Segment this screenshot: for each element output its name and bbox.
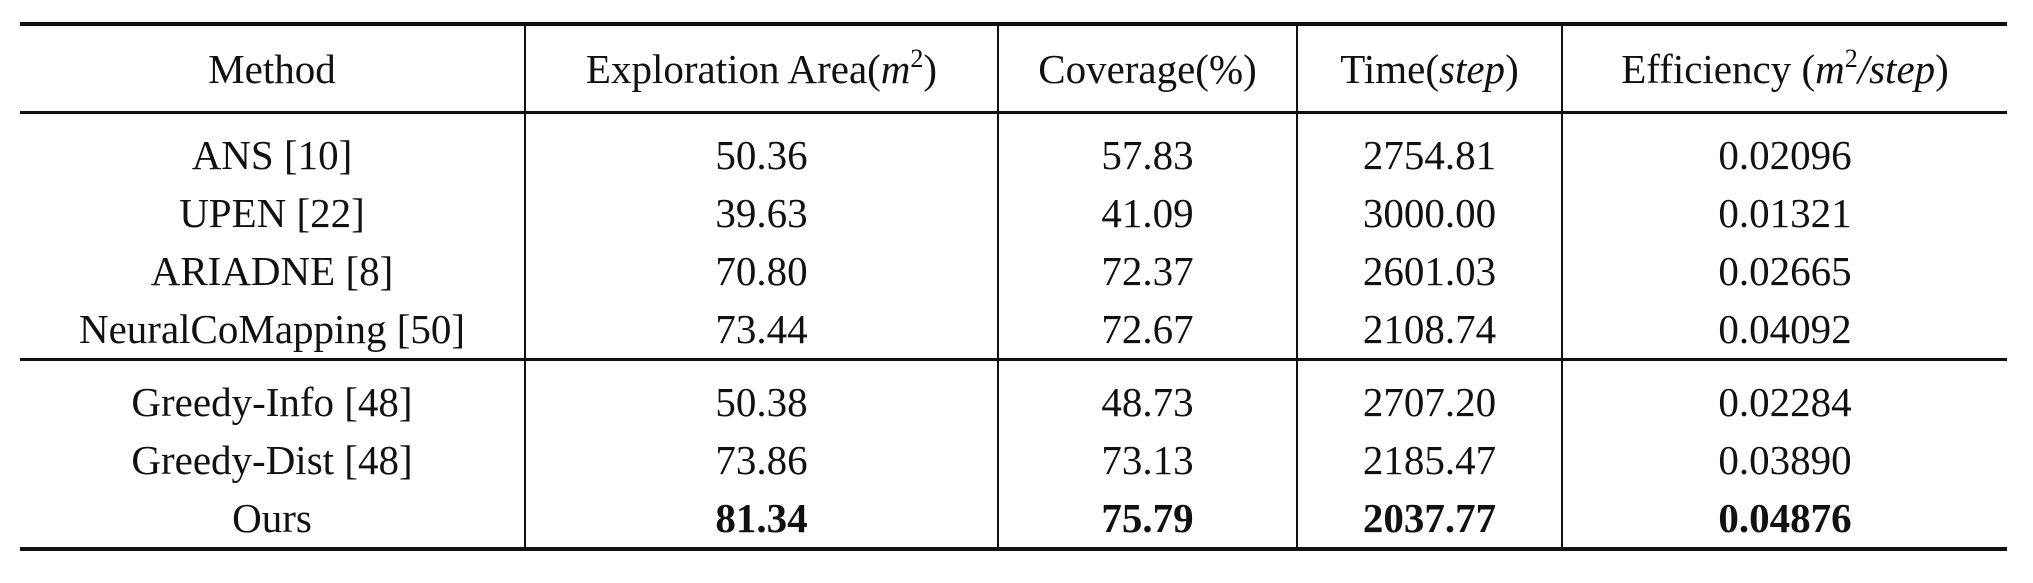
table-row: NeuralCoMapping [50] 73.44 72.67 2108.74… xyxy=(20,300,2007,361)
cell-time: 2707.20 xyxy=(1296,359,1562,431)
cell-method: UPEN [22] xyxy=(179,190,365,236)
cell-method: ANS [10] xyxy=(191,132,353,178)
cell-area: 70.80 xyxy=(524,242,998,300)
header-area-unit: m xyxy=(880,45,911,92)
cell-method: Greedy-Info [48] xyxy=(131,379,413,425)
cell-method: Greedy-Dist [48] xyxy=(131,437,413,483)
cell-time: 2185.47 xyxy=(1296,431,1562,489)
table-body: ANS [10] 50.36 57.83 2754.81 0.02096 UPE… xyxy=(20,112,2007,551)
results-table-container: Method Exploration Area(m2) Coverage(%) … xyxy=(20,22,2007,551)
header-area-prefix: Exploration Area( xyxy=(585,45,881,92)
cell-coverage: 48.73 xyxy=(997,359,1297,431)
cell-area: 73.44 xyxy=(524,300,998,361)
table-row: UPEN [22] 39.63 41.09 3000.00 0.01321 xyxy=(20,184,2007,242)
cell-efficiency: 0.02284 xyxy=(1561,359,2007,431)
table-row: ANS [10] 50.36 57.83 2754.81 0.02096 xyxy=(20,112,2007,184)
header-time-suffix: ) xyxy=(1505,45,1519,92)
header-exploration-area: Exploration Area(m2) xyxy=(524,22,998,114)
header-eff-unit-a: m xyxy=(1815,45,1845,92)
cell-time: 2754.81 xyxy=(1296,112,1562,184)
header-eff-unit-b: /step xyxy=(1857,45,1936,92)
cell-efficiency-best: 0.04876 xyxy=(1561,489,2007,551)
header-row: Method Exploration Area(m2) Coverage(%) … xyxy=(20,22,2007,114)
header-eff-prefix: Efficiency ( xyxy=(1621,45,1816,92)
cell-efficiency: 0.02096 xyxy=(1561,112,2007,184)
header-coverage: Coverage(%) xyxy=(997,22,1297,114)
table-row: Greedy-Info [48] 50.38 48.73 2707.20 0.0… xyxy=(20,359,2007,431)
cell-area: 50.36 xyxy=(524,112,998,184)
header-method: Method xyxy=(20,22,525,114)
results-table: Method Exploration Area(m2) Coverage(%) … xyxy=(20,22,2007,551)
cell-time: 2601.03 xyxy=(1296,242,1562,300)
cell-area-best: 81.34 xyxy=(524,489,998,551)
cell-time: 3000.00 xyxy=(1296,184,1562,242)
cell-coverage: 57.83 xyxy=(997,112,1297,184)
header-time: Time(step) xyxy=(1296,22,1562,114)
cell-coverage: 73.13 xyxy=(997,431,1297,489)
cell-method: ARIADNE [8] xyxy=(150,248,394,294)
header-time-prefix: Time( xyxy=(1340,45,1440,92)
cell-coverage: 41.09 xyxy=(997,184,1297,242)
table-row: Greedy-Dist [48] 73.86 73.13 2185.47 0.0… xyxy=(20,431,2007,489)
cell-method: Ours xyxy=(20,489,525,551)
cell-efficiency: 0.03890 xyxy=(1561,431,2007,489)
cell-area: 73.86 xyxy=(524,431,998,489)
table-row: ARIADNE [8] 70.80 72.37 2601.03 0.02665 xyxy=(20,242,2007,300)
header-eff-suffix: ) xyxy=(1935,45,1949,92)
table-header: Method Exploration Area(m2) Coverage(%) … xyxy=(20,22,2007,114)
cell-coverage: 72.67 xyxy=(997,300,1297,361)
header-efficiency: Efficiency (m2/step) xyxy=(1561,22,2007,114)
cell-efficiency: 0.04092 xyxy=(1561,300,2007,361)
header-time-unit: step xyxy=(1439,45,1506,92)
cell-time: 2108.74 xyxy=(1296,300,1562,361)
header-eff-exp: 2 xyxy=(1844,43,1858,73)
cell-area: 50.38 xyxy=(524,359,998,431)
cell-efficiency: 0.02665 xyxy=(1561,242,2007,300)
cell-area: 39.63 xyxy=(524,184,998,242)
cell-efficiency: 0.01321 xyxy=(1561,184,2007,242)
table-row: Ours 81.34 75.79 2037.77 0.04876 xyxy=(20,489,2007,551)
header-area-exp: 2 xyxy=(910,43,924,73)
cell-coverage-best: 75.79 xyxy=(997,489,1297,551)
cell-time-best: 2037.77 xyxy=(1296,489,1562,551)
cell-method: NeuralCoMapping [50] xyxy=(20,300,525,361)
cell-coverage: 72.37 xyxy=(997,242,1297,300)
header-area-suffix: ) xyxy=(923,45,938,92)
